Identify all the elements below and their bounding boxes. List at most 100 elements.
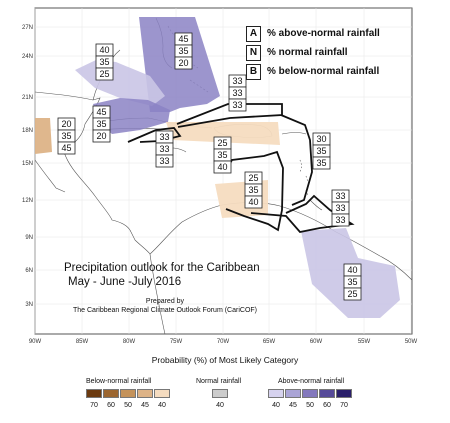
legend-key-below: B xyxy=(246,63,261,80)
probability-cell xyxy=(174,56,193,70)
probability-value: 33 xyxy=(232,100,242,110)
colorbar-above-value: 50 xyxy=(306,402,314,409)
legend-key-normal: N xyxy=(246,44,261,61)
probability-value: 33 xyxy=(159,132,169,142)
lat-tick-label: 12N xyxy=(22,198,33,204)
probability-box: 40 35 25 xyxy=(343,263,362,301)
zone-belize-below-45 xyxy=(35,118,52,154)
latitude-ticks: 27N 24N 21N 18N 15N 12N 9N 6N 3N xyxy=(22,25,33,308)
legend-text-below: % below-normal rainfall xyxy=(267,66,380,77)
colorbar-above-label: Above-normal rainfall xyxy=(278,378,345,385)
lat-tick-label: 18N xyxy=(22,128,33,134)
legend-key-above: A xyxy=(246,25,261,42)
lon-tick-label: 50W xyxy=(405,339,418,345)
probability-value: 35 xyxy=(316,146,326,156)
probability-boxes: 45 35 20 40 35 25 45 35 20 20 35 45 33 33 33 33 33 33 25 35… xyxy=(57,32,362,301)
zone-outline-trinidad xyxy=(250,194,355,233)
legend-text-above: % above-normal rainfall xyxy=(267,28,380,39)
colorbar-below-label: Below-normal rainfall xyxy=(86,378,152,385)
probability-value: 35 xyxy=(61,131,71,141)
probability-value: 40 xyxy=(217,162,227,172)
probability-value: 45 xyxy=(96,107,106,117)
lon-tick-label: 75W xyxy=(170,339,183,345)
probability-value: 40 xyxy=(248,197,258,207)
colorbar-below-value: 50 xyxy=(124,402,132,409)
colorbar-below-swatch xyxy=(103,389,119,398)
probability-value: 25 xyxy=(347,289,357,299)
colorbar-below-swatch xyxy=(137,389,153,398)
probability-value: 20 xyxy=(61,119,71,129)
probability-value: 33 xyxy=(159,144,169,154)
lon-tick-label: 70W xyxy=(217,339,230,345)
lon-tick-label: 80W xyxy=(123,339,136,345)
probability-box: 20 35 45 xyxy=(57,117,76,155)
probability-box: 45 35 20 xyxy=(92,105,111,143)
probability-cell xyxy=(343,287,362,301)
probability-cell xyxy=(228,98,247,112)
lat-tick-label: 9N xyxy=(25,235,33,241)
probability-value: 33 xyxy=(335,203,345,213)
probability-box: 45 35 20 xyxy=(174,32,193,70)
colorbar-below-swatch xyxy=(86,389,102,398)
probability-value: 33 xyxy=(159,156,169,166)
probability-cell xyxy=(244,195,263,209)
colorbar-below-swatch xyxy=(120,389,136,398)
probability-cell xyxy=(213,160,232,174)
probability-value: 35 xyxy=(178,46,188,56)
probability-value: 25 xyxy=(99,69,109,79)
probability-value: 35 xyxy=(217,150,227,160)
colorbar-below-swatch xyxy=(154,389,170,398)
lat-tick-label: 6N xyxy=(25,268,33,274)
probability-value: 35 xyxy=(347,277,357,287)
map-title-line2: May - June -July 2016 xyxy=(68,276,182,288)
lat-tick-label: 27N xyxy=(22,25,33,31)
colorbar-title: Probability (%) of Most Likely Category xyxy=(151,355,299,365)
colorbar-above-swatch xyxy=(336,389,352,398)
probability-value: 33 xyxy=(232,76,242,86)
colorbar-below-value: 40 xyxy=(158,402,166,409)
colorbar-normal-value: 40 xyxy=(216,402,224,409)
colorbar-below-value: 60 xyxy=(107,402,115,409)
colorbar-normal-swatch xyxy=(212,389,228,398)
probability-box: 33 33 33 xyxy=(331,189,350,227)
probability-cell xyxy=(92,129,111,143)
category-legend: A % above-normal rainfall N % normal rai… xyxy=(246,24,408,81)
probability-box: 33 33 33 xyxy=(155,130,174,168)
probability-cell xyxy=(312,156,331,170)
zone-outline-turks-caicos xyxy=(176,103,283,128)
zone-outline-aruba-curacao xyxy=(225,150,284,232)
credit-line1: Prepared by xyxy=(145,298,185,305)
lon-tick-label: 85W xyxy=(76,339,89,345)
probability-box: 25 35 40 xyxy=(213,136,232,174)
colorbar-above-value: 45 xyxy=(289,402,297,409)
probability-value: 40 xyxy=(347,265,357,275)
probability-box: 40 35 25 xyxy=(95,43,114,81)
colorbar-above-value: 60 xyxy=(323,402,331,409)
probability-value: 33 xyxy=(232,88,242,98)
probability-cell xyxy=(57,141,76,155)
lon-tick-label: 65W xyxy=(263,339,276,345)
map-title: Precipitation outlook for the Caribbean … xyxy=(64,261,260,289)
probability-value: 40 xyxy=(99,45,109,55)
probability-value: 45 xyxy=(61,143,71,153)
colorbar-normal-label: Normal rainfall xyxy=(196,378,242,385)
lat-tick-label: 15N xyxy=(22,161,33,167)
probability-cell xyxy=(331,213,350,227)
map-credit: Prepared by The Caribbean Regional Clima… xyxy=(60,298,270,315)
probability-value: 35 xyxy=(316,158,326,168)
probability-value: 30 xyxy=(316,134,326,144)
legend-row-below: B % below-normal rainfall xyxy=(246,62,408,81)
probability-value: 20 xyxy=(96,131,106,141)
probability-value: 35 xyxy=(99,57,109,67)
zone-hispaniola-below-40 xyxy=(166,122,280,145)
colorbar-below-value: 45 xyxy=(141,402,149,409)
lon-tick-label: 60W xyxy=(310,339,323,345)
probability-value: 33 xyxy=(335,215,345,225)
probability-value: 33 xyxy=(335,191,345,201)
probability-cell xyxy=(95,67,114,81)
colorbar-above-swatch xyxy=(285,389,301,398)
probability-value: 35 xyxy=(248,185,258,195)
map-title-line1: Precipitation outlook for the Caribbean xyxy=(64,262,260,274)
lat-tick-label: 21N xyxy=(22,95,33,101)
